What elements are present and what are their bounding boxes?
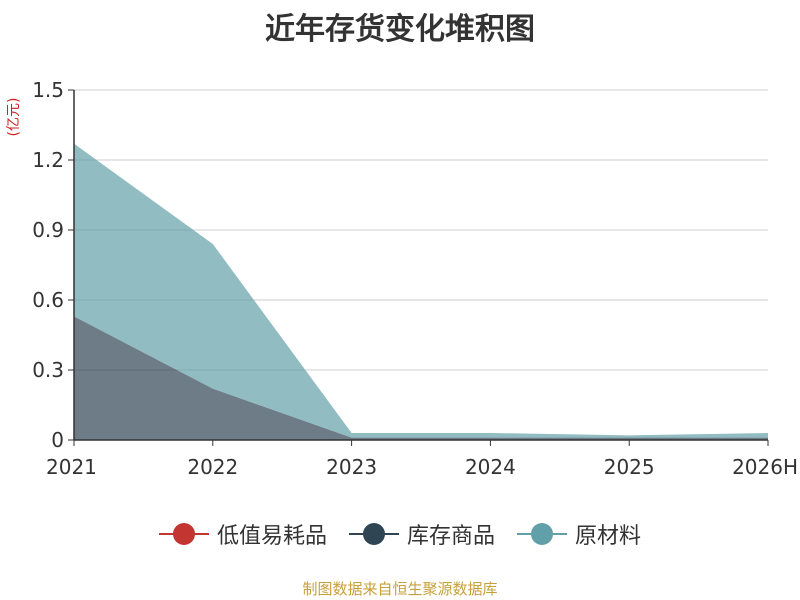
x-tick-label: 2022 bbox=[187, 455, 238, 479]
y-tick-label: 0.6 bbox=[32, 288, 64, 312]
y-tick-label: 1.5 bbox=[32, 78, 64, 102]
legend-label: 原材料 bbox=[575, 524, 642, 549]
area-series-3 bbox=[74, 143, 768, 438]
area-series-2 bbox=[74, 316, 768, 440]
legend-marker-icon bbox=[158, 522, 209, 546]
source-note: 制图数据来自恒生聚源数据库 bbox=[302, 580, 498, 598]
legend-label: 低值易耗品 bbox=[216, 524, 327, 549]
legend-item[interactable]: 库存商品 bbox=[348, 518, 495, 550]
x-tick-label: 2021 bbox=[46, 455, 97, 479]
x-tick-label: 2025 bbox=[604, 455, 655, 479]
chart-title: 近年存货变化堆积图 bbox=[265, 12, 535, 47]
legend: 低值易耗品 库存商品 原材料 bbox=[0, 516, 800, 552]
x-tick-label: 2026H bbox=[732, 455, 798, 479]
y-tick-label: 1.2 bbox=[32, 148, 64, 172]
axes: (亿元) 0 0.3 0.6 0.9 1.2 1.5 2021 2022 2023 2024 202… bbox=[6, 78, 798, 479]
area-series bbox=[74, 143, 768, 440]
legend-marker-icon bbox=[517, 522, 567, 546]
y-axis-unit-label: (亿元) bbox=[6, 98, 22, 137]
legend-item[interactable]: 低值易耗品 bbox=[158, 518, 327, 550]
y-tick-label: 0.9 bbox=[32, 218, 64, 242]
y-tick-label: 0 bbox=[51, 428, 64, 452]
legend-marker-icon bbox=[348, 522, 399, 546]
y-tick-label: 0.3 bbox=[32, 358, 64, 382]
legend-item[interactable]: 原材料 bbox=[517, 518, 641, 550]
x-tick-label: 2024 bbox=[465, 455, 516, 479]
x-tick-label: 2023 bbox=[326, 455, 377, 479]
legend-label: 库存商品 bbox=[406, 524, 495, 549]
